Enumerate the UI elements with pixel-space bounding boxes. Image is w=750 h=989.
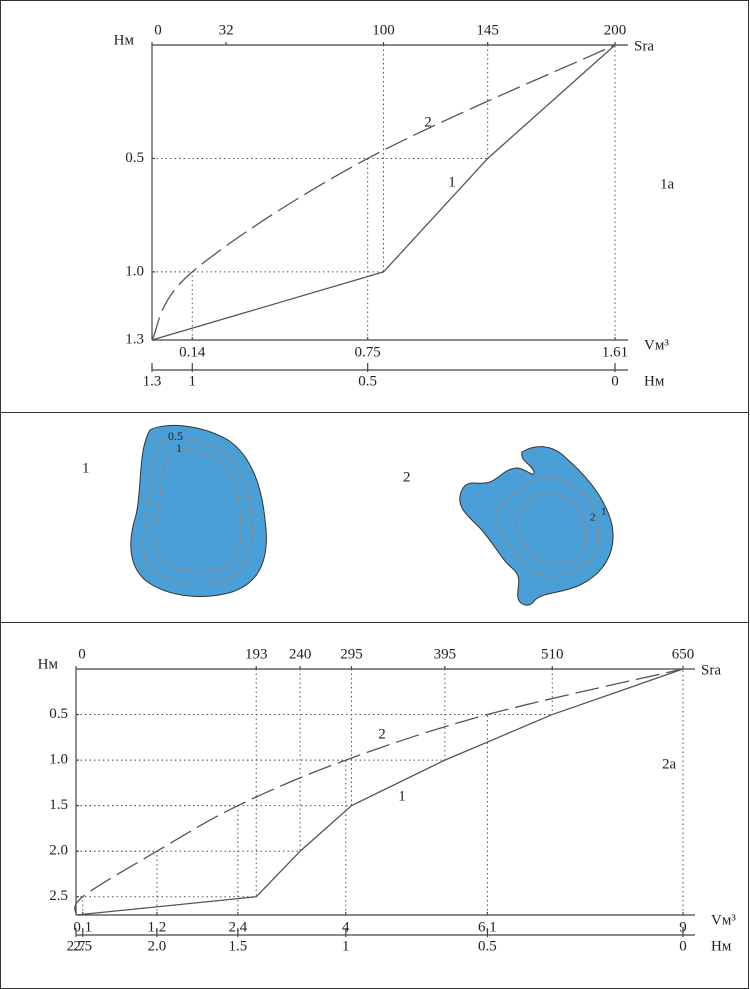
depth-tick-label: 0.5 — [478, 938, 497, 954]
top-tick-label: 650 — [672, 646, 695, 662]
depth-tick-label: 1 — [189, 373, 197, 389]
depth-tick-label: 1.5 — [228, 938, 247, 954]
y-tick-label: 0.5 — [49, 706, 68, 722]
top-tick-label: 193 — [245, 646, 268, 662]
series-line — [151, 44, 616, 341]
depth-tick-label: 1 — [342, 938, 350, 954]
x-tick-label: 1.2 — [148, 919, 167, 935]
depth-tick-label: 1.3 — [143, 373, 162, 389]
top-tick-label: 510 — [541, 646, 564, 662]
y-axis-label: Hм — [38, 656, 59, 672]
depth-tick-label: 0 — [679, 938, 687, 954]
top-axis-label: Sra — [701, 662, 721, 678]
series-label: 2 — [424, 114, 432, 130]
x-axis-label: Vм³ — [644, 337, 669, 353]
top-tick-label: 0 — [154, 22, 162, 38]
series-line — [151, 44, 616, 341]
top-tick-label: 200 — [604, 22, 627, 38]
top-tick-label: 145 — [476, 22, 499, 38]
series-line — [75, 668, 684, 916]
y-tick-label: 1.0 — [125, 263, 144, 279]
y-axis-label: Hм — [114, 32, 135, 48]
depth-tick-label: 0.5 — [358, 373, 377, 389]
series-label: 1 — [448, 174, 456, 190]
depth-tick-label: 0 — [611, 373, 619, 389]
lake-2 — [459, 446, 614, 606]
x-tick-label: 0.75 — [355, 344, 381, 360]
y-tick-label: 1.0 — [49, 752, 68, 768]
top-axis-label: Sra — [634, 38, 654, 54]
lake-label: 2 — [403, 469, 411, 485]
top-tick-label: 240 — [289, 646, 312, 662]
contour-label: 0.5 — [168, 429, 183, 443]
depth-tick-label: 2.0 — [148, 938, 167, 954]
depth-axis-label: Hм — [644, 373, 665, 389]
x-axis-label: Vм³ — [711, 912, 736, 928]
top-tick-label: 100 — [372, 22, 395, 38]
panel-label: 2a — [662, 756, 677, 772]
top-tick-label: 395 — [434, 646, 457, 662]
contour-label: 2 — [590, 512, 596, 524]
top-tick-label: 295 — [340, 646, 363, 662]
x-tick-label: 2.4 — [228, 919, 247, 935]
series-line — [74, 668, 684, 916]
panel-label: 1a — [660, 176, 675, 192]
depth-tick-label: 2.5 — [73, 938, 92, 954]
y-tick-label: 2.5 — [49, 888, 68, 904]
contour-label: 1 — [601, 506, 607, 518]
lake-label: 1 — [82, 460, 90, 476]
x-tick-label: 0.14 — [179, 344, 206, 360]
x-tick-label: 1.61 — [602, 344, 628, 360]
panel-frame — [0, 412, 749, 623]
top-tick-label: 0 — [78, 646, 86, 662]
y-tick-label: 1.5 — [49, 797, 68, 813]
y-tick-label: 0.5 — [125, 150, 144, 166]
series-label: 1 — [398, 788, 406, 804]
y-tick-label: 1.3 — [125, 331, 144, 347]
depth-axis-label: Hм — [711, 938, 732, 954]
x-tick-label: 9 — [679, 919, 687, 935]
contour-label: 1 — [176, 441, 182, 455]
x-tick-label: 4 — [342, 919, 350, 935]
x-tick-label: 6.1 — [478, 919, 497, 935]
series-label: 2 — [378, 726, 386, 742]
x-tick-label: 0.1 — [73, 919, 92, 935]
y-tick-label: 2.0 — [49, 843, 68, 859]
lake-1 — [130, 424, 267, 597]
depth-tick-label: 2.7 — [67, 938, 86, 954]
top-tick-label: 32 — [219, 22, 234, 38]
